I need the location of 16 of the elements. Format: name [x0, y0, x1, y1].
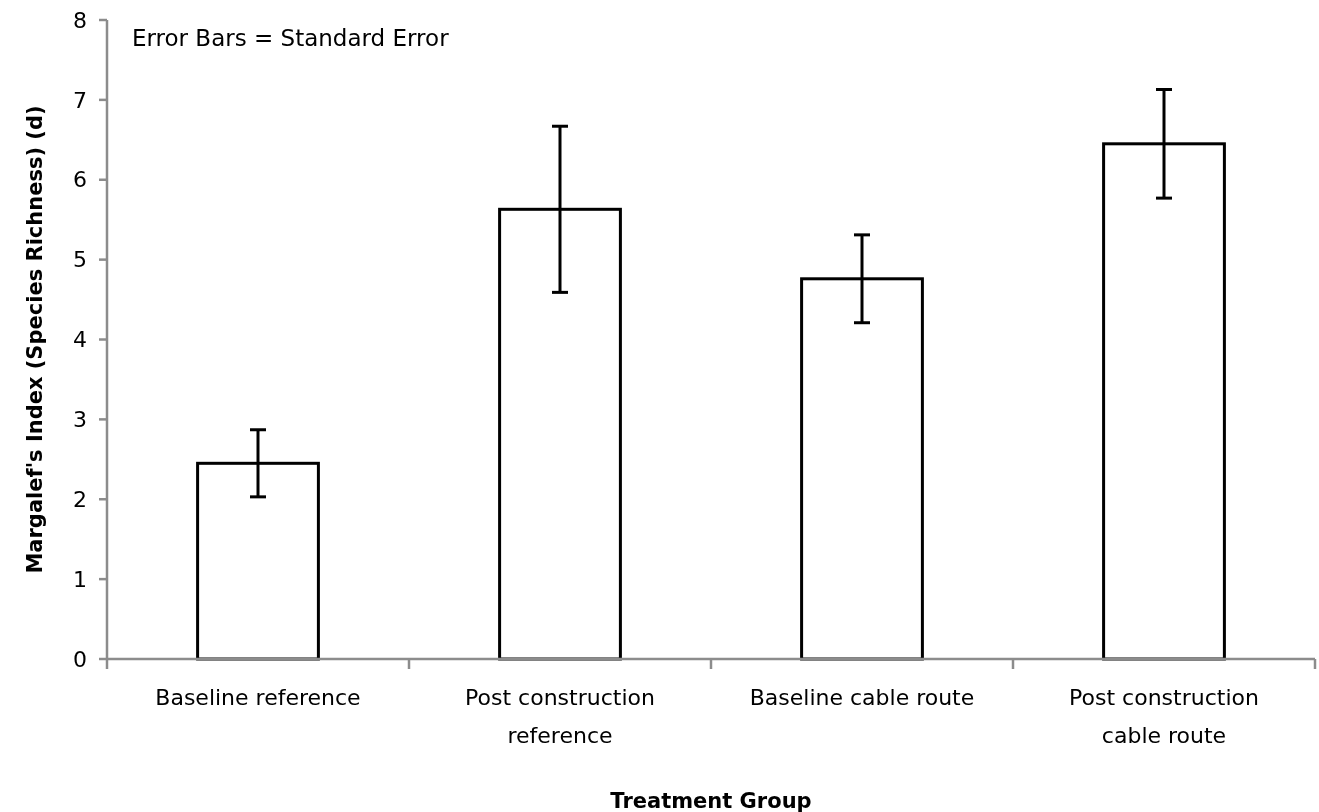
y-tick-label: 3	[73, 407, 87, 433]
y-tick-label: 1	[73, 566, 87, 592]
x-tick-label: Baseline cable route	[749, 685, 975, 710]
x-axis-title: Treatment Group	[610, 789, 812, 812]
annotation: Error Bars = Standard Error	[132, 25, 450, 51]
y-tick-label: 5	[73, 247, 87, 273]
x-tick-label: Post construction cable route	[1069, 685, 1259, 748]
x-tick-label: Post construction reference	[465, 685, 655, 748]
y-axis-title: Margalef's Index (Species Richness) (d)	[23, 105, 47, 574]
y-tick-label: 7	[73, 87, 87, 113]
y-tick-label: 4	[73, 327, 87, 353]
y-tick-label: 8	[73, 7, 87, 33]
y-tick-label: 6	[73, 167, 87, 193]
x-tick-label: Baseline reference	[155, 685, 361, 710]
y-tick-label: 2	[73, 486, 87, 512]
y-tick-label: 0	[73, 646, 87, 672]
